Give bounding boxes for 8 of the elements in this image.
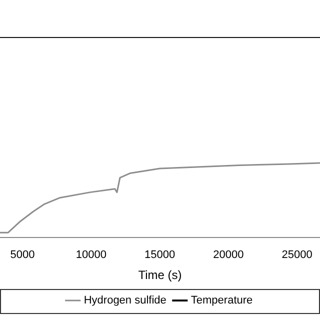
x-tick-label: 15000 xyxy=(144,249,176,262)
legend-label: Hydrogen sulfide xyxy=(84,294,166,307)
x-tick-label: 20000 xyxy=(213,249,244,262)
legend-label: Temperature xyxy=(190,294,253,307)
x-axis-title: Time (s) xyxy=(138,268,182,282)
x-tick-label: 5000 xyxy=(10,249,35,262)
x-tick-label: 25000 xyxy=(282,249,312,262)
x-tick-label: 10000 xyxy=(76,249,106,262)
